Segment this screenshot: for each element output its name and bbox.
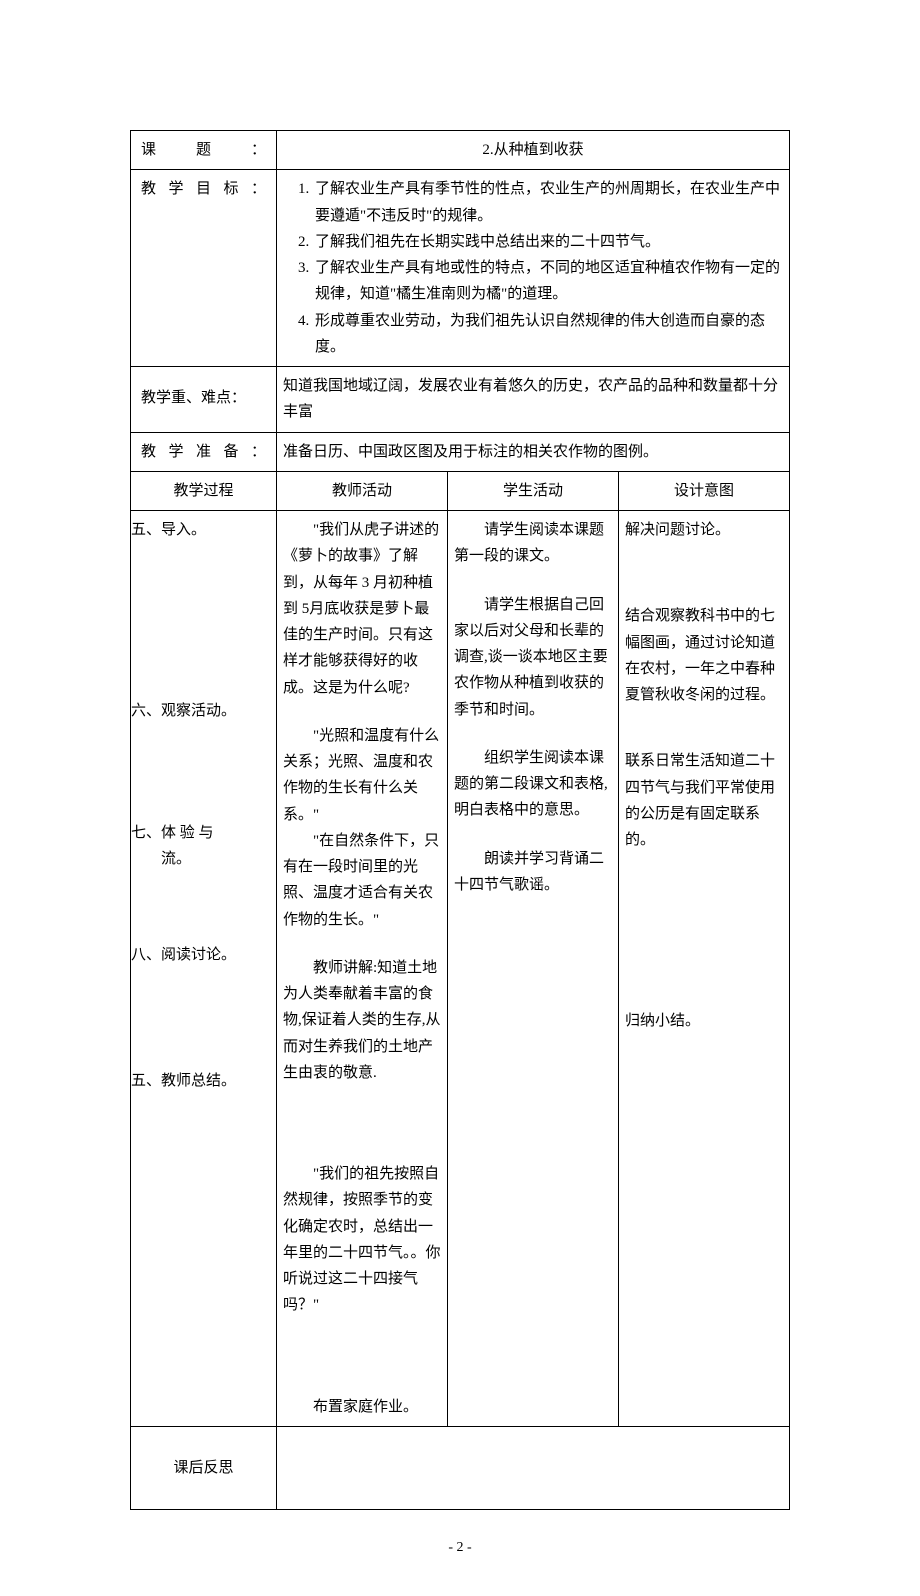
- lesson-plan-table: 课题： 2.从种植到收获 教学目标： 了解农业生产具有季节性的性点，农业生产的州…: [130, 130, 790, 1510]
- sec-8: 八、阅读讨论。: [131, 942, 276, 968]
- row-reflection: 课后反思: [131, 1426, 790, 1509]
- row-process-body: 五、导入。 六、观察活动。 七、体 验 与 七、流。 八、阅读讨论。 五、教师总…: [131, 511, 790, 1427]
- row-process-header: 教学过程 教师活动 学生活动 设计意图: [131, 471, 790, 510]
- goals-cell: 了解农业生产具有季节性的性点，农业生产的州周期长，在农业生产中要遵遁"不违反时"…: [277, 170, 790, 367]
- keypoints-cell: 知道我国地域辽阔，发展农业有着悠久的历史，农产品的品种和数量都十分丰富: [277, 367, 790, 433]
- topic-text: 2.从种植到收获: [408, 137, 658, 163]
- teacher-p4: 教师讲解:知道土地为人类奉献着丰富的食物,保证着人类的生存,从而对生养我们的土地…: [283, 955, 441, 1086]
- label-goals: 教学目标：: [131, 170, 277, 367]
- teacher-p3: "在自然条件下，只有在一段时间里的光照、温度才适合有关农作物的生长。": [283, 828, 441, 933]
- prep-cell: 准备日历、中国政区图及用于标注的相关农作物的图例。: [277, 432, 790, 471]
- label-reflection: 课后反思: [131, 1426, 277, 1509]
- sec-6: 六、观察活动。: [131, 698, 276, 724]
- row-prep: 教学准备： 准备日历、中国政区图及用于标注的相关农作物的图例。: [131, 432, 790, 471]
- goals-list: 了解农业生产具有季节性的性点，农业生产的州周期长，在农业生产中要遵遁"不违反时"…: [283, 176, 783, 360]
- sec-7b: 七、流。: [131, 846, 276, 872]
- goal-item: 了解我们祖先在长期实践中总结出来的二十四节气。: [313, 229, 783, 255]
- section-labels: 五、导入。 六、观察活动。 七、体 验 与 七、流。 八、阅读讨论。 五、教师总…: [131, 511, 277, 1427]
- teacher-p5: "我们的祖先按照自然规律，按照季节的变化确定农时，总结出一年里的二十四节气。。你…: [283, 1161, 441, 1319]
- intent-p2: 结合观察教科书中的七幅图画，通过讨论知道在农村，一年之中春种夏管秋收冬闲的过程。: [625, 603, 783, 708]
- header-teacher: 教师活动: [277, 471, 448, 510]
- page-container: 课题： 2.从种植到收获 教学目标： 了解农业生产具有季节性的性点，农业生产的州…: [0, 0, 920, 1596]
- student-activities: 请学生阅读本课题第一段的课文。 请学生根据自己回家以后对父母和长辈的调查,谈一谈…: [448, 511, 619, 1427]
- intent-p1: 解决问题讨论。: [625, 517, 783, 543]
- intent-p4: 归纳小结。: [625, 1008, 783, 1034]
- student-p4: 朗读并学习背诵二十四节气歌谣。: [454, 846, 612, 899]
- student-p2: 请学生根据自己回家以后对父母和长辈的调查,谈一谈本地区主要农作物从种植到收获的季…: [454, 592, 612, 723]
- intent-p3: 联系日常生活知道二十四节气与我们平常使用的公历是有固定联系的。: [625, 748, 783, 853]
- label-process: 教学过程: [131, 471, 277, 510]
- topic-title: 2.从种植到收获: [277, 131, 790, 170]
- sec-7a: 七、体 验 与: [131, 820, 276, 846]
- goal-item: 了解农业生产具有季节性的性点，农业生产的州周期长，在农业生产中要遵遁"不违反时"…: [313, 176, 783, 229]
- label-topic: 课题：: [131, 131, 277, 170]
- page-number: - 2 -: [130, 1540, 790, 1556]
- student-p3: 组织学生阅读本课题的第二段课文和表格,明白表格中的意思。: [454, 745, 612, 824]
- design-intent: 解决问题讨论。 结合观察教科书中的七幅图画，通过讨论知道在农村，一年之中春种夏管…: [619, 511, 790, 1427]
- label-prep: 教学准备：: [131, 432, 277, 471]
- sec-5: 五、导入。: [131, 517, 276, 543]
- teacher-p1: "我们从虎子讲述的《萝卜的故事》了解到，从每年 3 月初种植到 5月底收获是萝卜…: [283, 517, 441, 701]
- goal-item: 了解农业生产具有地或性的特点，不同的地区适宜种植农作物有一定的规律，知道"橘生准…: [313, 255, 783, 308]
- student-p1: 请学生阅读本课题第一段的课文。: [454, 517, 612, 570]
- sec-5b: 五、教师总结。: [131, 1068, 276, 1094]
- reflection-cell: [277, 1426, 790, 1509]
- row-keypoints: 教学重、难点： 知道我国地域辽阔，发展农业有着悠久的历史，农产品的品种和数量都十…: [131, 367, 790, 433]
- goal-item: 形成尊重农业劳动，为我们祖先认识自然规律的伟大创造而自豪的态度。: [313, 308, 783, 361]
- row-topic: 课题： 2.从种植到收获: [131, 131, 790, 170]
- teacher-p6: 布置家庭作业。: [283, 1394, 441, 1420]
- header-intent: 设计意图: [619, 471, 790, 510]
- header-student: 学生活动: [448, 471, 619, 510]
- teacher-p2: "光照和温度有什么关系；光照、温度和农作物的生长有什么关系。": [283, 723, 441, 828]
- label-keypoints: 教学重、难点：: [131, 367, 277, 433]
- row-goals: 教学目标： 了解农业生产具有季节性的性点，农业生产的州周期长，在农业生产中要遵遁…: [131, 170, 790, 367]
- teacher-activities: "我们从虎子讲述的《萝卜的故事》了解到，从每年 3 月初种植到 5月底收获是萝卜…: [277, 511, 448, 1427]
